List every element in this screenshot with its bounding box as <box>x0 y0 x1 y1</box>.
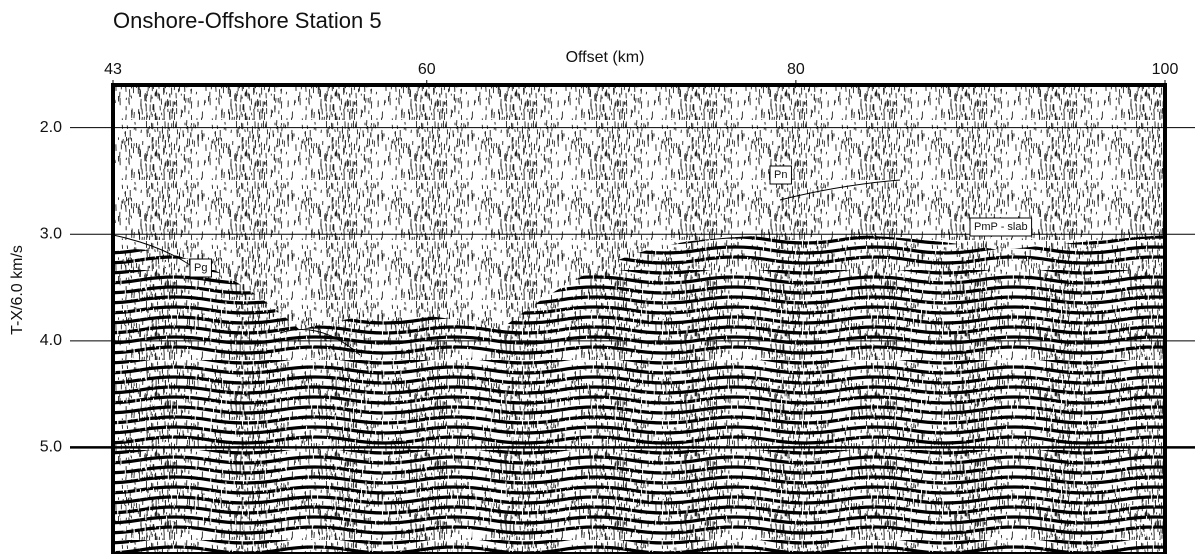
x-axis-label: Offset (km) <box>566 49 645 66</box>
x-tick-label: 60 <box>418 61 436 78</box>
y-tick-label: 5.0 <box>40 439 62 456</box>
x-tick-label: 43 <box>104 61 122 78</box>
chart-title: Onshore-Offshore Station 5 <box>113 8 382 33</box>
y-tick-label: 4.0 <box>40 332 62 349</box>
y-axis-label: T-X/6.0 km/s <box>9 245 26 335</box>
x-tick-label: 80 <box>787 61 805 78</box>
phase-box <box>969 217 1033 237</box>
pick-line <box>779 179 901 201</box>
phase-box <box>189 258 212 278</box>
phase-label: Pn <box>774 169 787 181</box>
pick-line <box>112 234 191 266</box>
y-tick-label: 2.0 <box>40 119 62 136</box>
signal-texture <box>113 234 1165 554</box>
pick-line <box>279 329 361 356</box>
phase-label: PmP - slab <box>974 221 1028 233</box>
plot-frame <box>111 83 1167 554</box>
phase-label: Pg <box>194 262 207 274</box>
x-tick-label: 100 <box>1152 61 1179 78</box>
record-section <box>113 85 1165 554</box>
phase-box <box>769 165 792 185</box>
y-tick-label: 3.0 <box>40 225 62 242</box>
